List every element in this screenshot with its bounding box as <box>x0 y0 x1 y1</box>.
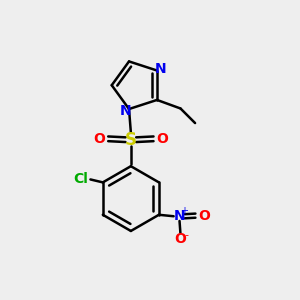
Text: O: O <box>198 209 210 223</box>
Text: N: N <box>155 62 166 76</box>
Text: +: + <box>180 206 188 216</box>
Text: Cl: Cl <box>73 172 88 186</box>
Text: S: S <box>125 131 137 149</box>
Text: -: - <box>184 230 188 240</box>
Text: O: O <box>156 132 168 146</box>
Text: O: O <box>175 232 186 246</box>
Text: O: O <box>93 132 105 146</box>
Text: N: N <box>120 104 131 118</box>
Text: N: N <box>174 209 185 223</box>
